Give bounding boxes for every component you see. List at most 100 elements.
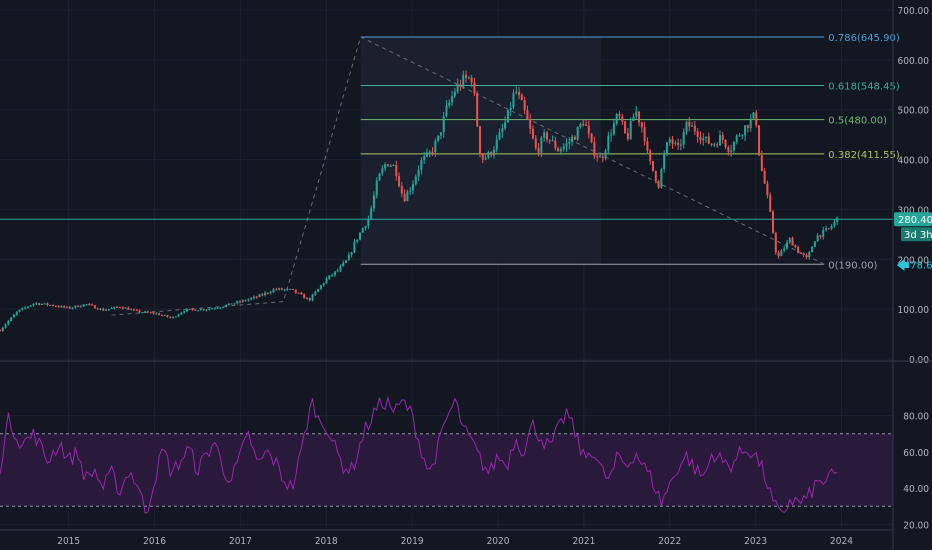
- candle-up: [227, 303, 230, 306]
- candle-up: [830, 225, 833, 229]
- candle-up: [752, 112, 755, 119]
- candle-up: [445, 105, 448, 117]
- candle-up: [26, 306, 29, 308]
- candle-up: [442, 116, 445, 133]
- fib-level-label: 0.786(645.90): [828, 33, 900, 44]
- candle-up: [632, 116, 635, 121]
- candle-down: [57, 306, 60, 308]
- candle-up: [278, 288, 281, 290]
- candle-up: [40, 304, 43, 306]
- candle-down: [398, 176, 401, 187]
- candle-up: [79, 306, 82, 308]
- candle-up: [199, 309, 202, 311]
- candle-up: [370, 208, 373, 219]
- candle-up: [663, 154, 666, 170]
- candle-down: [135, 309, 138, 311]
- candle-up: [12, 314, 15, 318]
- candle-down: [96, 308, 99, 310]
- candle-down: [481, 154, 484, 160]
- candle-down: [280, 288, 283, 290]
- candle-up: [197, 310, 200, 312]
- arrow-left-icon: 🡄: [896, 258, 909, 273]
- candle-down: [230, 303, 233, 305]
- candle-up: [319, 285, 322, 289]
- candle-down: [693, 125, 696, 132]
- candle-up: [236, 301, 239, 304]
- candle-up: [808, 252, 811, 258]
- candle-up: [610, 134, 613, 136]
- candle-up: [392, 164, 395, 166]
- candle-down: [582, 123, 585, 125]
- candle-up: [816, 235, 819, 242]
- rsi-tick-label: 20.00: [903, 520, 929, 531]
- rsi-tick-label: 40.00: [903, 484, 929, 495]
- candle-up: [674, 142, 677, 144]
- time-tick-label: 2017: [229, 536, 252, 547]
- candle-down: [716, 144, 719, 146]
- candle-up: [82, 304, 85, 307]
- annotation-label[interactable]: 78.6% Retracement Level: [910, 260, 932, 271]
- candle-up: [713, 144, 716, 146]
- candle-up: [331, 275, 334, 277]
- candle-down: [624, 121, 627, 134]
- candle-up: [345, 260, 348, 263]
- candle-down: [38, 303, 41, 305]
- candle-up: [250, 298, 253, 300]
- candle-up: [356, 239, 359, 242]
- candle-down: [532, 128, 535, 139]
- candle-up: [462, 74, 465, 87]
- candle-up: [378, 173, 381, 181]
- candle-up: [107, 308, 110, 310]
- candle-up: [375, 180, 378, 196]
- candle-down: [763, 170, 766, 184]
- candle-up: [286, 288, 289, 290]
- candle-down: [158, 313, 161, 316]
- candle-down: [777, 252, 780, 257]
- time-tick-label: 2020: [487, 536, 510, 547]
- candle-up: [289, 288, 292, 290]
- candle-up: [512, 93, 515, 108]
- candle-up: [311, 294, 314, 301]
- candle-up: [406, 191, 409, 202]
- price-tick-label: 300.00: [898, 205, 930, 216]
- price-tick-label: 200.00: [898, 255, 930, 266]
- candle-up: [504, 122, 507, 129]
- countdown-badge: [901, 227, 932, 242]
- candle-up: [24, 307, 27, 309]
- candle-down: [54, 305, 57, 307]
- time-tick-label: 2021: [572, 536, 595, 547]
- candle-down: [138, 310, 141, 313]
- candle-down: [300, 292, 303, 295]
- candle-up: [730, 150, 733, 152]
- candle-up: [702, 138, 705, 141]
- candle-down: [523, 100, 526, 110]
- candle-up: [389, 165, 392, 167]
- candle-up: [749, 118, 752, 129]
- candle-up: [124, 307, 127, 309]
- candle-up: [509, 107, 512, 110]
- candle-up: [233, 303, 236, 305]
- time-tick-label: 2016: [143, 536, 166, 547]
- candle-up: [428, 151, 431, 153]
- candle-up: [822, 229, 825, 237]
- candle-down: [696, 131, 699, 137]
- candle-down: [93, 305, 96, 309]
- candle-down: [638, 111, 641, 123]
- candle-down: [88, 304, 91, 306]
- time-tick-label: 2023: [744, 536, 767, 547]
- candle-down: [545, 132, 548, 140]
- candle-up: [412, 184, 415, 191]
- candle-down: [478, 126, 481, 155]
- fib-level-label: 0.5(480.00): [828, 116, 887, 127]
- candle-down: [534, 138, 537, 149]
- rsi-tick-label: 80.00: [903, 412, 929, 423]
- candle-up: [785, 242, 788, 249]
- candle-down: [626, 133, 629, 140]
- trend-lines[interactable]: [0, 36, 893, 316]
- candle-down: [490, 152, 493, 156]
- fibonacci-retracement[interactable]: 0.786(645.90) 0.618(548.45) 0.5(480.00) 0.3…: [360, 33, 900, 271]
- candle-up: [49, 304, 52, 306]
- candle-down: [646, 141, 649, 151]
